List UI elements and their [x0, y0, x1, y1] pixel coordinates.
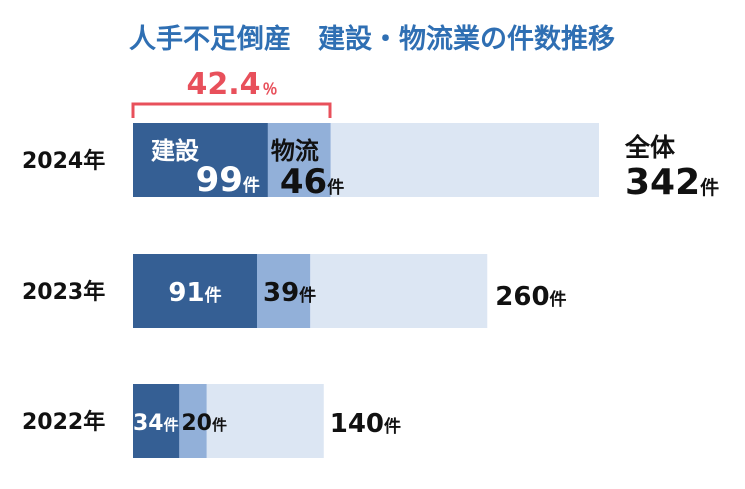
construction-bar — [133, 384, 180, 458]
logistics-bar — [256, 254, 311, 328]
chart-title: 人手不足倒産 建設・物流業の件数推移 — [129, 23, 615, 55]
year-label: 2024年 — [22, 148, 105, 174]
total-value: 342件 — [625, 162, 719, 203]
series-label-logistics: 物流 — [271, 137, 319, 165]
construction-value: 91件 — [168, 278, 221, 308]
annotation-value: 42.4 — [186, 67, 260, 102]
total-caption: 全体 — [624, 133, 676, 162]
construction-bar — [133, 123, 268, 197]
row-1: 2023年 91件 39件 260件 — [22, 254, 567, 328]
logistics-value: 20件 — [181, 411, 227, 436]
total-value: 140件 — [330, 409, 401, 439]
row-2: 2022年 34件 20件 140件 — [22, 384, 401, 458]
series-label-construction: 建設 — [151, 137, 200, 165]
logistics-bar — [267, 123, 331, 197]
annotation-text: 42.4 ％ — [186, 67, 277, 102]
year-label: 2023年 — [22, 279, 105, 305]
year-label: 2022年 — [22, 409, 105, 435]
logistics-value: 39件 — [263, 278, 316, 308]
percentage-annotation: 42.4 ％ — [131, 67, 332, 118]
construction-value: 34件 — [133, 411, 179, 436]
annotation-bracket — [131, 102, 332, 118]
construction-bar — [133, 254, 257, 328]
annotation-unit: ％ — [263, 80, 278, 98]
total-value: 260件 — [495, 282, 566, 312]
logistics-value: 46件 — [280, 162, 344, 202]
construction-value: 99件 — [196, 160, 260, 200]
logistics-bar — [179, 384, 207, 458]
